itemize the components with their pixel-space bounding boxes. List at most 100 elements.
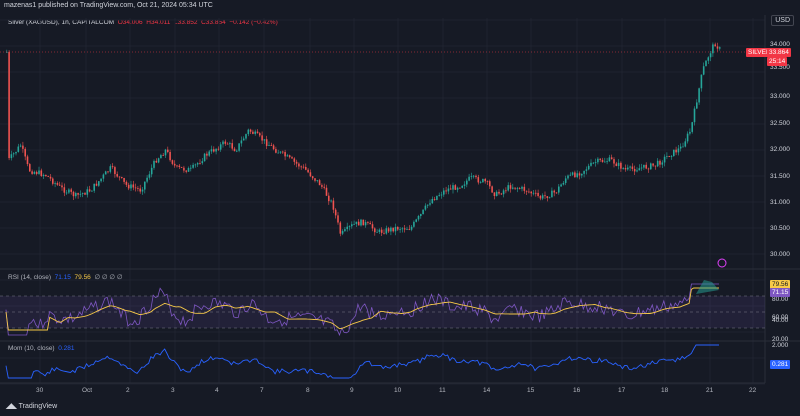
candle-body xyxy=(102,174,105,179)
candle-body xyxy=(670,156,673,157)
mom-legend[interactable]: Mom (10, close) 0.281 xyxy=(8,345,75,352)
candle-body xyxy=(583,170,585,174)
candle-body xyxy=(436,195,438,200)
time-label: 22 xyxy=(749,387,757,394)
time-label: Oct xyxy=(82,387,93,394)
candle-body xyxy=(6,51,8,53)
candle-body xyxy=(521,186,523,189)
tv-icon: ◢◣ xyxy=(6,403,17,410)
time-label: 16 xyxy=(573,387,581,394)
candle-body xyxy=(146,177,148,182)
candle-body xyxy=(275,149,277,153)
mom-tag: 0.281 xyxy=(770,360,791,369)
candle-body xyxy=(224,141,227,144)
candle-body xyxy=(357,221,360,226)
candle-body xyxy=(270,145,273,146)
candle-body xyxy=(553,190,555,193)
candle-body xyxy=(606,161,608,163)
candle-body xyxy=(459,187,461,189)
candle-body xyxy=(486,181,489,183)
candle-body xyxy=(259,133,261,136)
candle-body xyxy=(686,133,689,142)
candle-body xyxy=(265,139,268,146)
rsi-axis-label: 40.00 xyxy=(772,317,789,324)
candle-body xyxy=(167,149,169,152)
candle-body xyxy=(86,189,89,195)
candle-body xyxy=(638,168,641,171)
rsi-line xyxy=(5,283,719,337)
candle-body xyxy=(268,145,270,146)
candle-body xyxy=(663,156,666,163)
candle-body xyxy=(334,209,337,216)
candle-body xyxy=(229,143,231,145)
candle-body xyxy=(351,224,353,227)
price-label: 30.000 xyxy=(770,251,790,258)
candle-body xyxy=(111,166,114,168)
candle-body xyxy=(293,158,296,162)
candle-body xyxy=(137,188,139,189)
candle-body xyxy=(24,148,26,157)
candle-body xyxy=(54,183,56,184)
time-label: 3 xyxy=(171,387,175,394)
candle-body xyxy=(516,188,519,190)
candle-body xyxy=(590,162,592,166)
rsi-extra: ∅ ∅ ∅ ∅ xyxy=(94,274,123,281)
candle-body xyxy=(254,131,256,134)
candle-body xyxy=(171,160,174,164)
candle-body xyxy=(535,192,537,194)
price-label: 30.500 xyxy=(770,225,790,232)
candle-body xyxy=(263,139,266,141)
candle-body xyxy=(555,192,558,194)
candle-body xyxy=(79,193,82,195)
candle-body xyxy=(449,188,452,190)
candle-body xyxy=(210,149,213,152)
symbol-tag: SILVER xyxy=(746,48,773,57)
candle-body xyxy=(33,171,36,174)
rsi-tag: 71.15 xyxy=(770,288,791,297)
candle-body xyxy=(348,226,351,228)
candle-body xyxy=(390,227,392,232)
candle-body xyxy=(677,148,680,153)
candle-body xyxy=(344,229,346,232)
candle-body xyxy=(369,222,371,225)
candle-body xyxy=(712,44,714,54)
candle-body xyxy=(491,186,493,193)
candle-body xyxy=(185,170,187,172)
candle-body xyxy=(544,195,546,197)
ohlc-close: C33.864 xyxy=(201,19,226,26)
candle-body xyxy=(399,229,401,231)
candle-body xyxy=(505,190,507,192)
candle-body xyxy=(245,134,247,139)
candle-body xyxy=(587,165,590,170)
candle-body xyxy=(599,158,601,160)
candle-body xyxy=(567,175,569,179)
candle-body xyxy=(479,182,482,183)
candle-body xyxy=(58,184,61,186)
candle-body xyxy=(475,175,477,178)
candle-body xyxy=(689,131,691,134)
candle-body xyxy=(316,180,319,182)
candle-body xyxy=(261,135,263,141)
candle-body xyxy=(300,166,302,168)
candle-body xyxy=(180,166,183,168)
time-label: 8 xyxy=(306,387,310,394)
candle-body xyxy=(431,199,434,204)
rsi-legend[interactable]: RSI (14, close) 71.15 79.56 ∅ ∅ ∅ ∅ xyxy=(8,273,123,281)
candle-body xyxy=(585,169,588,171)
candle-body xyxy=(116,174,118,177)
candle-body xyxy=(107,171,109,173)
candle-body xyxy=(574,172,576,178)
candle-body xyxy=(176,165,178,167)
currency-button[interactable]: USD xyxy=(771,15,794,26)
candle-body xyxy=(40,170,43,176)
candle-body xyxy=(134,187,137,189)
candle-body xyxy=(311,176,314,179)
candle-body xyxy=(691,122,693,132)
candle-body xyxy=(337,215,339,223)
candle-body xyxy=(346,226,348,230)
last-price-tag: 33.864 xyxy=(767,48,791,57)
candle-body xyxy=(489,181,491,187)
candle-body xyxy=(656,160,659,167)
candle-body xyxy=(153,160,155,168)
